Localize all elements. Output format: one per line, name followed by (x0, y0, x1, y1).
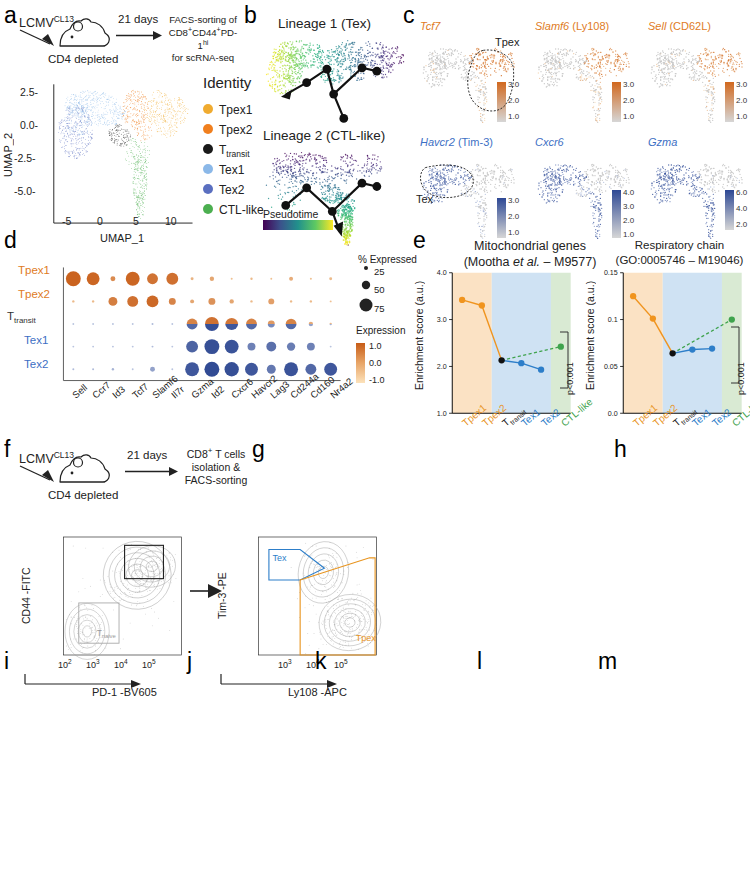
svg-text:0.1: 0.1 (608, 316, 618, 324)
svg-text:0.05: 0.05 (604, 363, 618, 371)
svg-text:1.0: 1.0 (437, 410, 447, 418)
svg-text:3.0: 3.0 (437, 316, 447, 324)
svg-text:2.0: 2.0 (437, 363, 447, 371)
svg-text:naive: naive (102, 633, 117, 639)
svg-text:4.0: 4.0 (437, 269, 447, 277)
svg-text:0.15: 0.15 (604, 269, 618, 277)
svg-text:0.0: 0.0 (608, 410, 618, 418)
svg-text:Tex: Tex (272, 553, 287, 563)
svg-text:Tpex: Tpex (356, 633, 377, 643)
